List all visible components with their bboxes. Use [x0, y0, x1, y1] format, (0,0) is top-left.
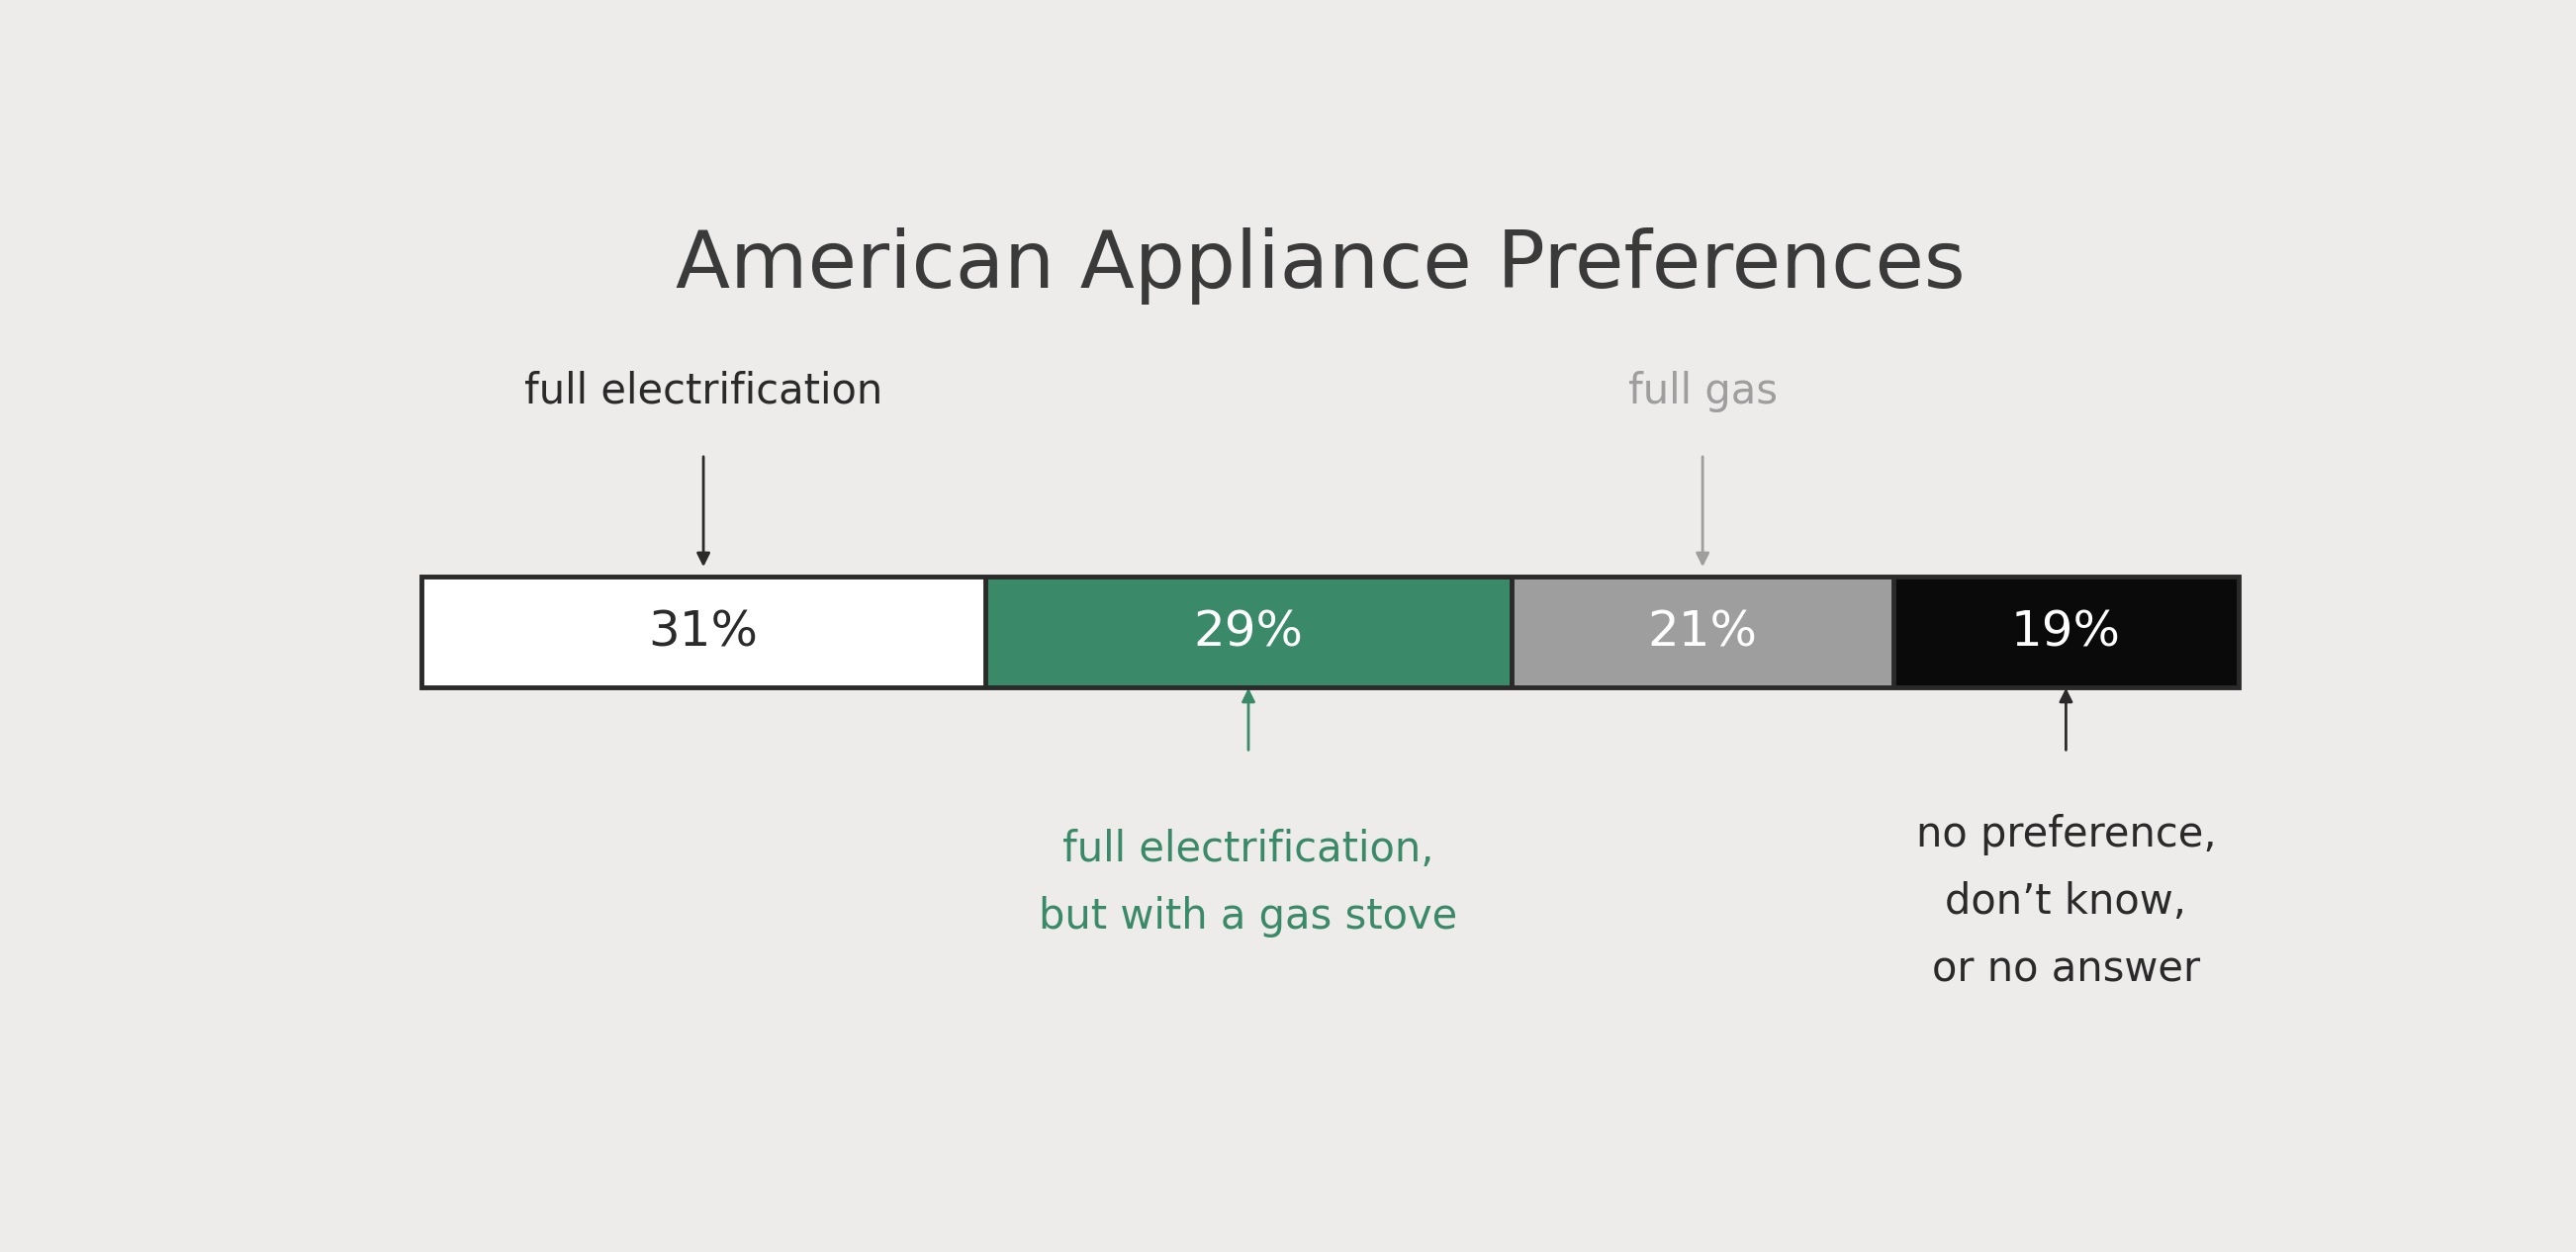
Text: 29%: 29% — [1193, 608, 1303, 656]
Bar — [1893, 577, 2239, 687]
Text: American Appliance Preferences: American Appliance Preferences — [675, 228, 1965, 304]
Text: full electrification,
but with a gas stove: full electrification, but with a gas sto… — [1038, 829, 1458, 938]
Bar — [1512, 577, 1893, 687]
Text: 21%: 21% — [1649, 608, 1757, 656]
Text: full gas: full gas — [1628, 371, 1777, 412]
Text: 19%: 19% — [2012, 608, 2120, 656]
Text: no preference,
don’t know,
or no answer: no preference, don’t know, or no answer — [1917, 814, 2215, 990]
Bar — [422, 577, 2239, 687]
Text: full electrification: full electrification — [526, 371, 884, 412]
Bar — [422, 577, 984, 687]
Text: 31%: 31% — [649, 608, 757, 656]
Bar — [984, 577, 1512, 687]
